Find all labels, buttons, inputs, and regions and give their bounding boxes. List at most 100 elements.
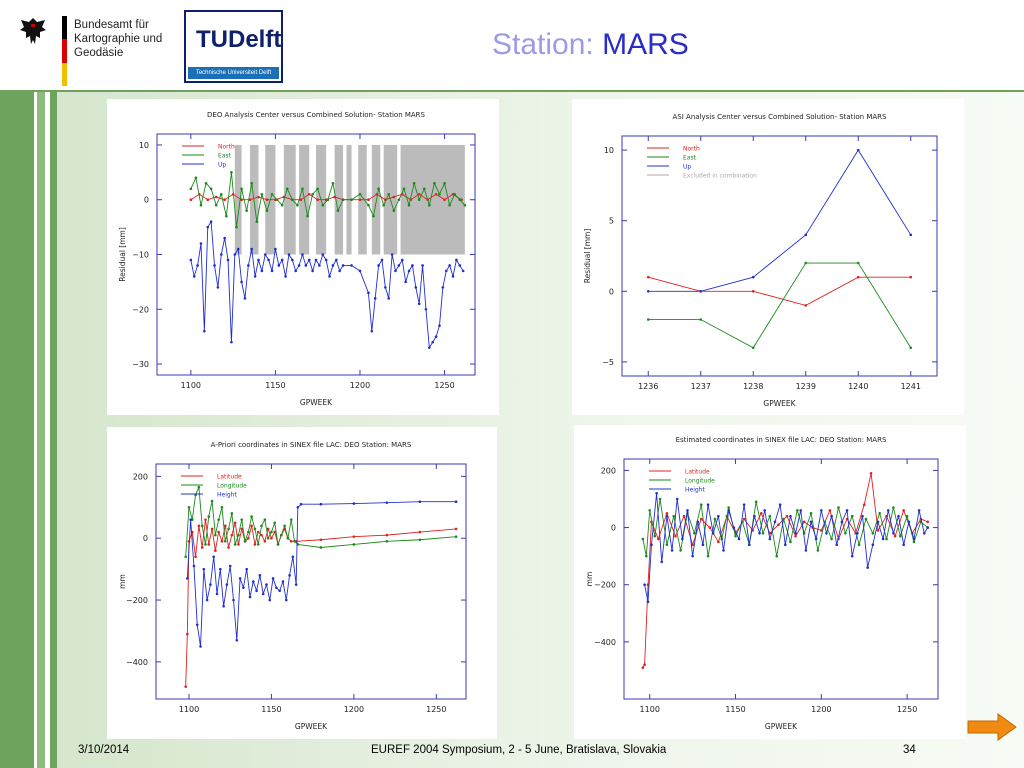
legend-label: Latitude <box>685 469 710 476</box>
legend-label: Up <box>218 162 226 169</box>
data-point <box>648 509 652 512</box>
data-point <box>411 264 414 267</box>
legend: Latitude Longitude Height <box>649 469 715 494</box>
data-point <box>199 242 203 245</box>
data-point <box>213 264 216 267</box>
legend-label: East <box>683 155 697 162</box>
data-point <box>352 535 356 538</box>
data-point <box>708 526 712 529</box>
data-point <box>380 258 384 262</box>
y-tick-label: −20 <box>132 305 149 314</box>
data-point <box>200 524 204 528</box>
data-point <box>789 514 792 518</box>
data-point <box>214 203 218 207</box>
data-point <box>296 505 300 509</box>
data-point <box>260 533 263 537</box>
data-point <box>299 502 303 506</box>
data-point <box>856 261 860 265</box>
data-point <box>909 275 913 279</box>
data-point <box>922 531 926 535</box>
data-point <box>451 275 455 278</box>
slide-footer: 3/10/2014 EUREF 2004 Symposium, 2 - 5 Ju… <box>0 744 1024 766</box>
data-point <box>251 580 255 583</box>
data-point <box>192 275 196 278</box>
data-point <box>902 509 905 512</box>
data-point <box>291 555 295 559</box>
data-point <box>226 258 230 262</box>
data-point <box>658 497 662 501</box>
data-point <box>189 187 193 191</box>
data-point <box>284 598 288 602</box>
chart-deo-residuals: DEO Analysis Center versus Combined Solu… <box>107 99 499 415</box>
data-point <box>869 471 873 475</box>
data-point <box>214 549 217 552</box>
data-point <box>727 509 730 512</box>
data-point <box>754 500 758 504</box>
data-point <box>265 209 269 212</box>
data-point <box>422 187 426 191</box>
data-point <box>307 258 311 262</box>
data-point <box>209 583 212 586</box>
data-point <box>421 264 424 267</box>
data-point <box>314 258 318 262</box>
data-point <box>434 192 438 196</box>
data-point <box>220 540 224 543</box>
data-point <box>753 514 756 518</box>
data-point <box>250 515 253 518</box>
data-point <box>358 192 362 196</box>
data-point <box>706 554 710 558</box>
data-point <box>775 554 779 558</box>
data-point <box>206 198 210 202</box>
data-point <box>294 269 298 273</box>
data-point <box>699 517 703 521</box>
data-point <box>448 264 451 267</box>
data-point <box>732 526 736 529</box>
plot-frame <box>623 458 939 700</box>
data-point <box>232 598 235 602</box>
data-point <box>205 598 209 602</box>
data-point <box>248 198 252 202</box>
data-point <box>655 491 658 495</box>
y-axis-label: mm <box>585 572 594 587</box>
data-point <box>455 258 458 262</box>
y-tick-label: 0 <box>611 524 616 533</box>
data-point <box>835 543 839 547</box>
series-line <box>185 487 457 557</box>
data-point <box>825 531 828 535</box>
data-point <box>210 499 214 503</box>
data-point <box>742 503 746 507</box>
data-point <box>266 527 270 531</box>
y-tick-label: 0 <box>144 196 149 205</box>
data-point <box>270 530 273 534</box>
data-point <box>257 195 260 199</box>
data-point <box>665 511 669 515</box>
data-point <box>350 264 353 267</box>
x-tick-label: 1100 <box>640 705 660 714</box>
chart-title: ASI Analysis Center versus Combined Solu… <box>673 113 888 121</box>
data-point <box>809 511 813 515</box>
data-point <box>194 555 197 559</box>
data-point <box>261 592 265 596</box>
data-point <box>773 520 777 524</box>
german-flag-stripe <box>62 16 67 86</box>
x-tick-label: 1250 <box>434 381 454 390</box>
data-point <box>318 264 321 267</box>
data-point <box>650 543 653 547</box>
data-point <box>341 264 345 267</box>
data-point <box>646 275 650 279</box>
data-point <box>255 589 258 593</box>
legend-label: North <box>218 144 235 151</box>
data-point <box>670 549 674 552</box>
data-point <box>311 192 314 196</box>
data-point <box>665 514 669 518</box>
right-arrow-icon[interactable] <box>966 712 1018 742</box>
y-tick-label: 0 <box>609 287 614 296</box>
data-point <box>809 520 813 524</box>
data-point <box>341 198 345 202</box>
excluded-band <box>283 144 296 255</box>
data-point <box>270 269 274 273</box>
y-tick-label: 200 <box>601 466 616 475</box>
data-point <box>701 543 705 547</box>
data-point <box>794 534 797 538</box>
data-point <box>266 536 270 540</box>
